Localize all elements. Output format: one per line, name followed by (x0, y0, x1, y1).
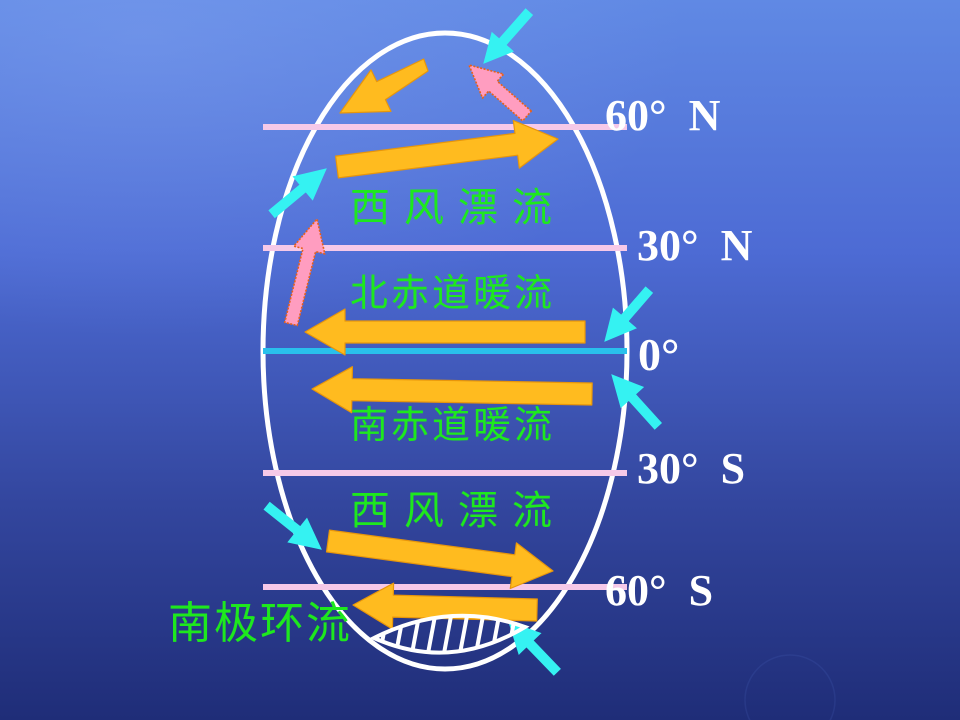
svg-text:60°N: 60° N (605, 91, 721, 140)
svg-text:西风漂流: 西风漂流 (350, 488, 566, 533)
svg-text:30°N: 30° N (637, 221, 753, 270)
svg-text:0°: 0° (638, 329, 679, 380)
svg-text:西风漂流: 西风漂流 (350, 185, 566, 230)
svg-text:60°S: 60° S (605, 566, 713, 615)
svg-text:北赤道暖流: 北赤道暖流 (350, 273, 555, 315)
svg-text:南赤道暖流: 南赤道暖流 (350, 405, 555, 447)
svg-text:南极环流: 南极环流 (168, 599, 352, 648)
svg-text:30°S: 30° S (637, 444, 745, 493)
